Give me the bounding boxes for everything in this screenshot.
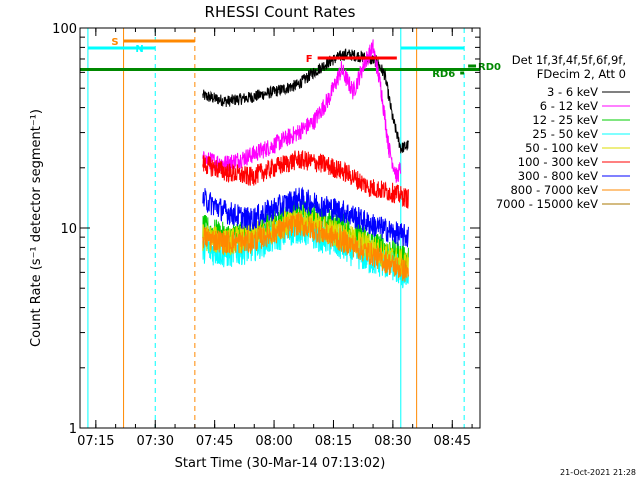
x-tick-label: 08:00 <box>255 434 292 449</box>
x-tick-label: 07:30 <box>137 434 174 449</box>
x-tick-label: 08:45 <box>434 434 471 449</box>
legend-label-50-100-kev: 50 - 100 keV <box>525 141 598 155</box>
legend-header-line-2: FDecim 2, Att 0 <box>537 67 626 81</box>
x-tick-label: 07:15 <box>77 434 114 449</box>
y-tick-label: 100 <box>52 22 77 37</box>
series-line-6-12-kev <box>202 39 402 183</box>
x-tick-label: 08:15 <box>315 434 352 449</box>
x-tick-label: 07:45 <box>196 434 233 449</box>
y-tick-label: 10 <box>60 222 77 237</box>
flag-label-s: S <box>111 37 118 48</box>
legend-label-800-7000-kev: 800 - 7000 keV <box>510 183 598 197</box>
legend-label-6-12-kev: 6 - 12 keV <box>540 99 598 113</box>
series-line-100-300-kev <box>202 150 409 210</box>
legend-label-300-800-kev: 300 - 800 keV <box>518 169 598 183</box>
x-axis-label: Start Time (30-Mar-14 07:13:02) <box>175 456 386 471</box>
series-line-800-7000-kev <box>202 211 409 282</box>
y-tick-label: 1 <box>69 422 77 437</box>
legend-label-3-6-kev: 3 - 6 keV <box>547 85 598 99</box>
legend-header-line-1: Det 1f,3f,4f,5f,6f,9f, <box>512 53 626 67</box>
legend: Det 1f,3f,4f,5f,6f,9f, FDecim 2, Att 0 3… <box>496 53 630 211</box>
timestamp: 21-Oct-2021 21:28 <box>560 468 636 477</box>
y-axis-label: Count Rate (s⁻¹ detector segment⁻¹) <box>29 109 44 347</box>
chart-title: RHESSI Count Rates <box>205 3 356 21</box>
flag-label-rd0: RD0 <box>478 62 501 73</box>
legend-label-12-25-kev: 12 - 25 keV <box>532 113 598 127</box>
flag-label-n: N <box>135 44 143 55</box>
legend-label-7000-15000-kev: 7000 - 15000 keV <box>496 197 598 211</box>
x-tick-label: 08:30 <box>374 434 411 449</box>
series-line-300-800-kev <box>202 186 409 248</box>
flag-label-rd6: RD6 <box>432 69 455 80</box>
legend-label-100-300-kev: 100 - 300 keV <box>518 155 598 169</box>
legend-label-25-50-kev: 25 - 50 keV <box>532 127 598 141</box>
flag-label-f: F <box>306 54 313 65</box>
